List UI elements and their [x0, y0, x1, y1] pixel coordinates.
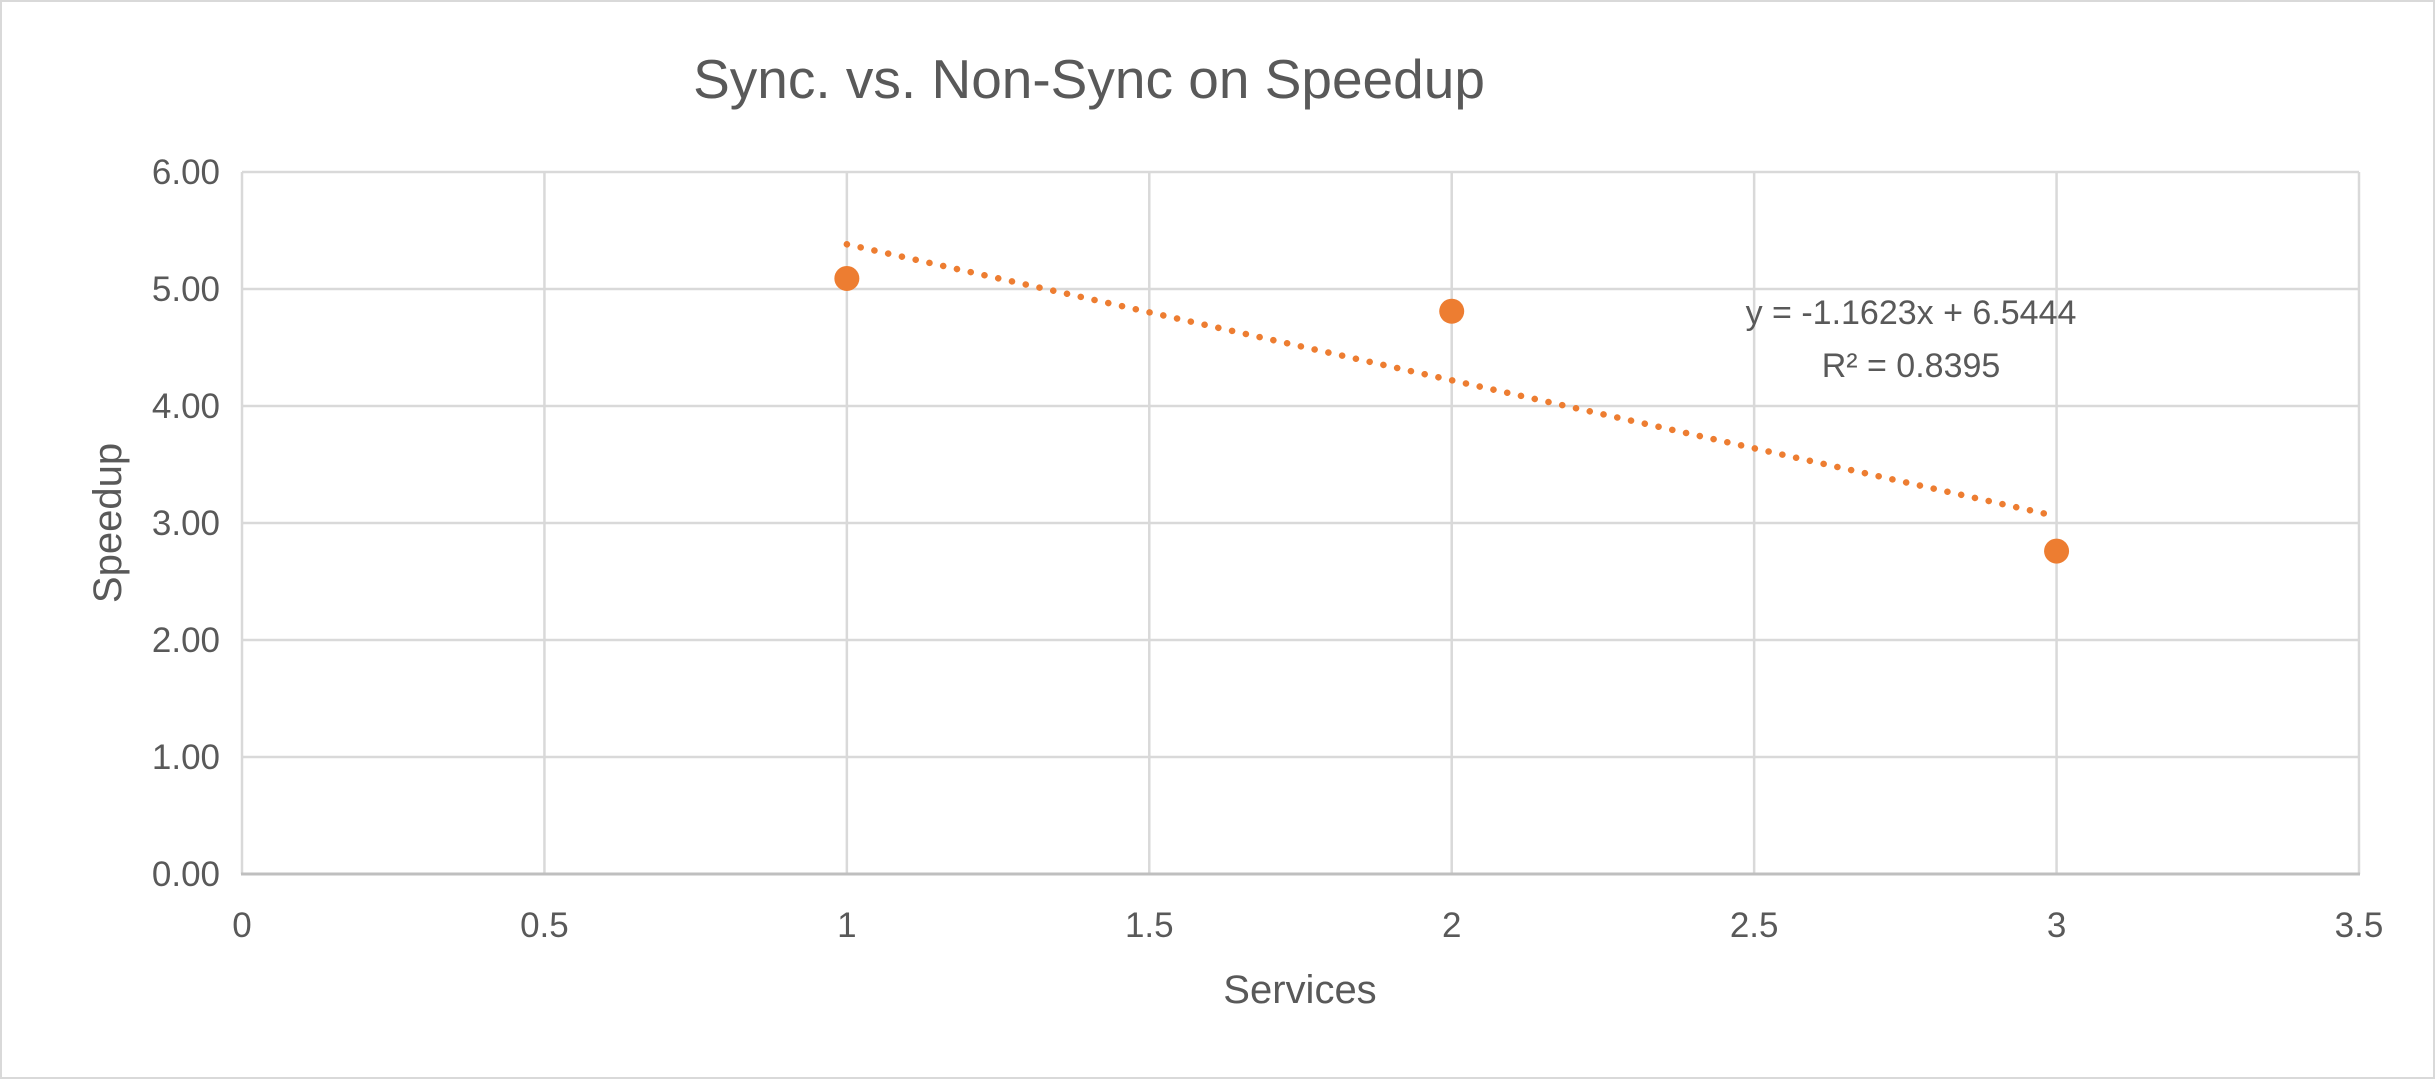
x-tick-label: 3: [2047, 906, 2066, 945]
x-tick-label: 0.5: [520, 906, 569, 945]
trendline-equation-label: y = -1.1623x + 6.5444: [1746, 294, 2077, 332]
y-tick-label: 3.00: [152, 504, 220, 543]
x-tick-label: 2: [1442, 906, 1461, 945]
trendline: [843, 241, 2060, 520]
y-tick-label: 0.00: [152, 855, 220, 894]
x-tick-label: 1: [837, 906, 856, 945]
y-tick-label: 4.00: [152, 387, 220, 426]
x-axis-tick-labels: 0 0.5 1 1.5 2 2.5 3 3.5: [232, 906, 2383, 945]
x-tick-label: 1.5: [1125, 906, 1174, 945]
trendline-path: [843, 241, 2060, 520]
data-point: [2044, 538, 2070, 564]
y-tick-label: 2.00: [152, 621, 220, 660]
y-tick-label: 6.00: [152, 153, 220, 192]
x-tick-label: 3.5: [2335, 906, 2384, 945]
data-point: [1439, 298, 1465, 324]
y-tick-label: 1.00: [152, 738, 220, 777]
y-tick-label: 5.00: [152, 270, 220, 309]
gridlines: [240, 170, 2361, 876]
x-tick-label: 0: [232, 906, 251, 945]
data-point: [834, 265, 860, 291]
data-points: [834, 265, 2070, 564]
trendline-r2-label: R² = 0.8395: [1822, 347, 2001, 385]
x-axis-title: Services: [1223, 968, 1377, 1012]
chart-title: Sync. vs. Non-Sync on Speedup: [693, 48, 1485, 110]
x-tick-label: 2.5: [1730, 906, 1779, 945]
y-axis-tick-labels: 0.00 1.00 2.00 3.00 4.00 5.00 6.00: [152, 153, 220, 894]
